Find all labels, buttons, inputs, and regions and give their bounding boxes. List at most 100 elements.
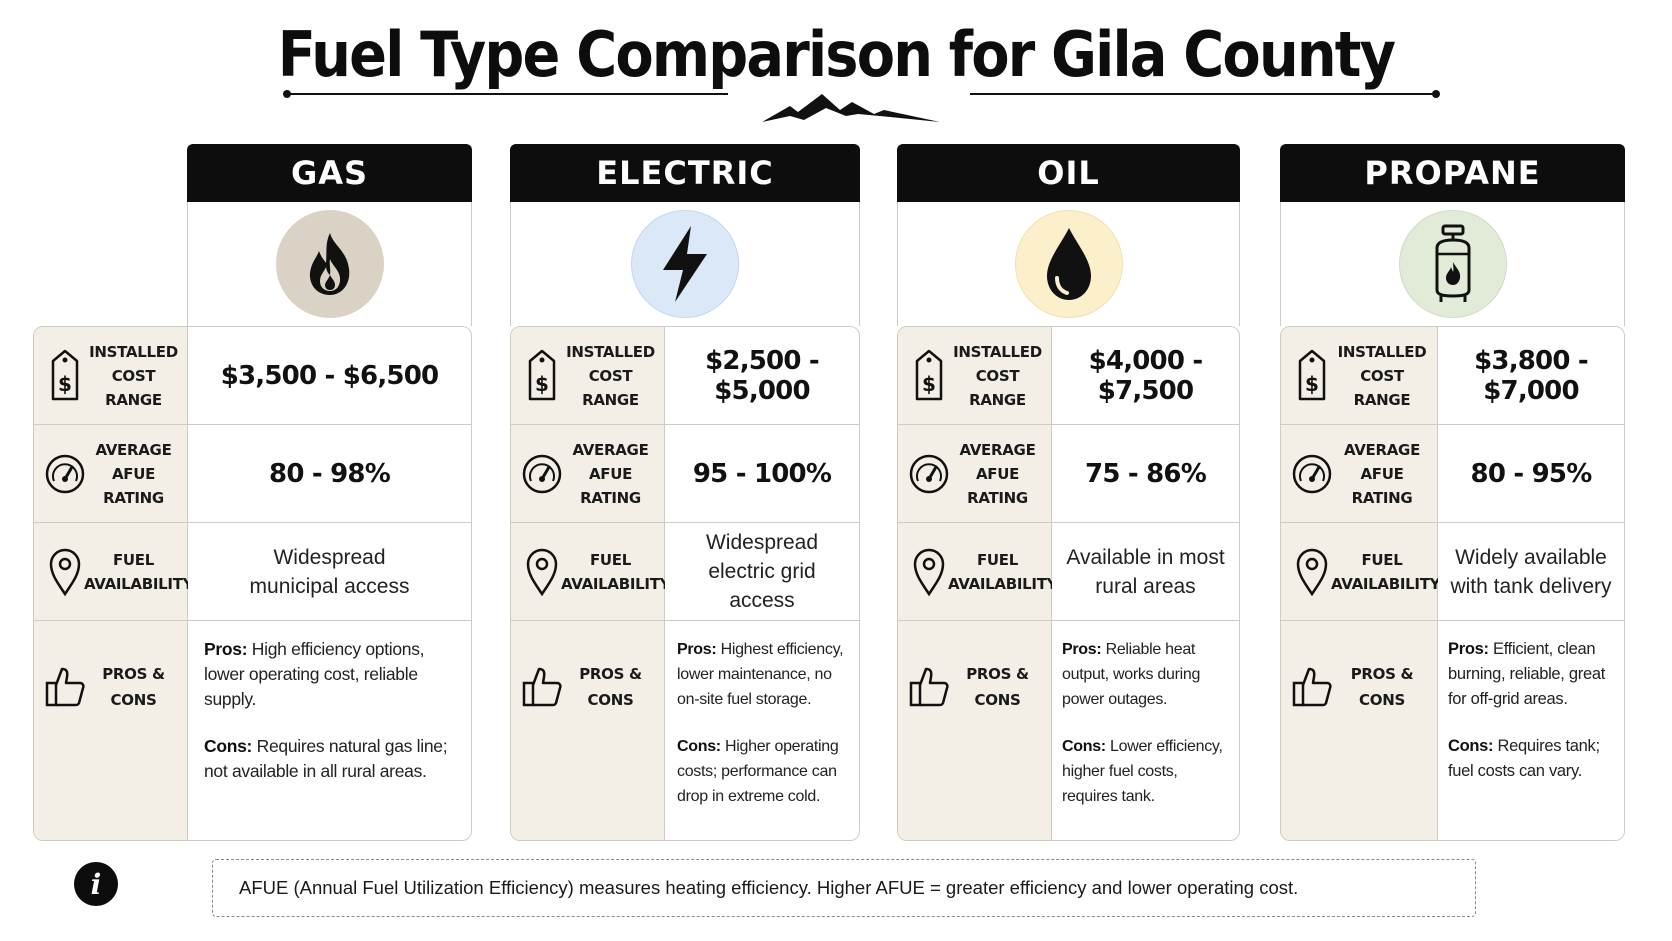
cost-label-line2: COST RANGE xyxy=(105,366,162,409)
afue-label-line2: AFUE RATING xyxy=(103,464,164,507)
map-pin-icon xyxy=(521,546,563,598)
availability-value: Available in most rural areas xyxy=(1052,523,1239,620)
afue-row: AVERAGE AFUE RATING 80 - 95% xyxy=(1281,425,1624,523)
info-icon: i xyxy=(74,862,118,906)
cost-row: $ INSTALLED COST RANGE $4,000 - $7,500 xyxy=(898,327,1239,425)
price-tag-icon: $ xyxy=(44,349,86,402)
afue-value: 80 - 98% xyxy=(188,425,471,522)
page-title: Fuel Type Comparison for Gila County xyxy=(277,18,1396,91)
availability-row: FUEL AVAILABILITY Widespread electric grid… xyxy=(511,523,859,621)
afue-value: 75 - 86% xyxy=(1052,425,1239,522)
card-table: $ INSTALLED COST RANGE $2,500 - $5,000 AV… xyxy=(510,326,860,841)
afue-label-line2: AFUE RATING xyxy=(967,464,1028,507)
pros-cons-row: PROS & CONS Pros: Reliable heat output, … xyxy=(898,621,1239,840)
afue-value: 95 - 100% xyxy=(665,425,859,522)
card-table: $ INSTALLED COST RANGE $4,000 - $7,500 AV… xyxy=(897,326,1240,841)
cost-value: $3,800 - $7,000 xyxy=(1438,327,1624,424)
pros-cons-row: PROS & CONS Pros: High efficiency option… xyxy=(34,621,471,840)
thumbs-up-icon xyxy=(1291,661,1333,713)
avail-label-line1: FUEL xyxy=(112,550,155,569)
card-table: $ INSTALLED COST RANGE $3,500 - $6,500 AV… xyxy=(33,326,472,841)
cost-value: $2,500 - $5,000 xyxy=(665,327,859,424)
gauge-icon xyxy=(521,448,563,500)
afue-row: AVERAGE AFUE RATING 95 - 100% xyxy=(511,425,859,523)
propane-tank-icon xyxy=(1398,210,1507,318)
afue-row: AVERAGE AFUE RATING 75 - 86% xyxy=(898,425,1239,523)
afue-label-line2: AFUE RATING xyxy=(580,464,641,507)
price-tag-icon: $ xyxy=(521,349,563,402)
card-title: PROPANE xyxy=(1280,144,1625,202)
pros-cons-label: PROS & CONS xyxy=(102,665,165,709)
cost-value: $4,000 - $7,500 xyxy=(1052,327,1239,424)
afue-footnote: AFUE (Annual Fuel Utilization Efficiency… xyxy=(212,859,1476,917)
map-pin-icon xyxy=(1291,546,1333,598)
availability-value: Widely available with tank delivery xyxy=(1438,523,1624,620)
svg-text:$: $ xyxy=(535,372,549,396)
afue-label-line2: AFUE RATING xyxy=(1351,464,1413,507)
card-propane: PROPANE $ INSTALLED COST RANGE $3,800 - $… xyxy=(1280,144,1625,841)
lightning-bolt-icon xyxy=(631,210,739,318)
pros-cons-label: PROS & CONS xyxy=(579,665,642,709)
avail-label-line1: FUEL xyxy=(1361,550,1403,569)
pros-cons-value: Pros: Efficient, clean burning, reliable… xyxy=(1438,621,1624,840)
afue-value: 80 - 95% xyxy=(1438,425,1624,522)
cost-value: $3,500 - $6,500 xyxy=(188,327,471,424)
cost-label-line2: COST RANGE xyxy=(582,366,639,409)
avail-label-line2: AVAILABILITY xyxy=(1331,574,1441,593)
avail-label-line1: FUEL xyxy=(976,550,1019,569)
pros-cons-label: PROS & CONS xyxy=(966,665,1029,709)
availability-value: Widespread municipal access xyxy=(188,523,471,620)
gauge-icon xyxy=(1291,448,1333,500)
cost-label-line1: INSTALLED xyxy=(953,342,1042,361)
oil-drop-icon xyxy=(1014,210,1123,318)
thumbs-up-icon xyxy=(44,661,86,713)
cost-label-line1: INSTALLED xyxy=(89,342,178,361)
cost-label-line2: COST RANGE xyxy=(969,366,1026,409)
availability-row: FUEL AVAILABILITY Widely available with ta… xyxy=(1281,523,1624,621)
cost-label-line2: COST RANGE xyxy=(1353,366,1411,409)
price-tag-icon: $ xyxy=(1291,349,1333,402)
avail-label-line2: AVAILABILITY xyxy=(948,574,1058,593)
afue-label-line1: AVERAGE xyxy=(1343,440,1421,459)
avail-label-line1: FUEL xyxy=(589,550,632,569)
pros-cons-value: Pros: Highest efficiency, lower maintena… xyxy=(665,621,859,840)
pros-cons-row: PROS & CONS Pros: Efficient, clean burni… xyxy=(1281,621,1624,840)
cost-label-line1: INSTALLED xyxy=(1337,342,1427,361)
cost-row: $ INSTALLED COST RANGE $3,500 - $6,500 xyxy=(34,327,471,425)
pros-cons-value: Pros: Reliable heat output, works during… xyxy=(1052,621,1239,840)
card-title: OIL xyxy=(897,144,1240,202)
gauge-icon xyxy=(908,448,950,500)
card-title: GAS xyxy=(187,144,472,202)
svg-text:$: $ xyxy=(922,372,936,396)
cost-row: $ INSTALLED COST RANGE $2,500 - $5,000 xyxy=(511,327,859,425)
afue-row: AVERAGE AFUE RATING 80 - 98% xyxy=(34,425,471,523)
pros-cons-label: PROS & CONS xyxy=(1350,665,1414,709)
svg-text:$: $ xyxy=(1305,372,1319,396)
pros-cons-row: PROS & CONS Pros: Highest efficiency, lo… xyxy=(511,621,859,840)
map-pin-icon xyxy=(908,546,950,598)
afue-label-line1: AVERAGE xyxy=(572,440,649,459)
afue-label-line1: AVERAGE xyxy=(95,440,172,459)
cost-row: $ INSTALLED COST RANGE $3,800 - $7,000 xyxy=(1281,327,1624,425)
availability-row: FUEL AVAILABILITY Available in most rural … xyxy=(898,523,1239,621)
avail-label-line2: AVAILABILITY xyxy=(561,574,671,593)
thumbs-up-icon xyxy=(908,661,950,713)
pros-cons-value: Pros: High efficiency options, lower ope… xyxy=(188,621,471,840)
thumbs-up-icon xyxy=(521,661,563,713)
card-gas: GAS $ INSTALLED COST RANGE $3,500 - $6,50… xyxy=(33,144,472,841)
card-table: $ INSTALLED COST RANGE $3,800 - $7,000 AV… xyxy=(1280,326,1625,841)
gauge-icon xyxy=(44,448,86,500)
avail-label-line2: AVAILABILITY xyxy=(84,574,194,593)
flame-icon xyxy=(275,210,384,318)
afue-label-line1: AVERAGE xyxy=(959,440,1036,459)
availability-row: FUEL AVAILABILITY Widespread municipal acc… xyxy=(34,523,471,621)
card-oil: OIL $ INSTALLED COST RANGE $4,000 - $7,50… xyxy=(897,144,1240,841)
title-divider-mountains xyxy=(283,90,1440,122)
map-pin-icon xyxy=(44,546,86,598)
price-tag-icon: $ xyxy=(908,349,950,402)
availability-value: Widespread electric grid access xyxy=(665,523,859,620)
cost-label-line1: INSTALLED xyxy=(566,342,655,361)
card-electric: ELECTRIC $ INSTALLED COST RANGE $2,500 - … xyxy=(510,144,860,841)
svg-text:$: $ xyxy=(58,372,72,396)
card-title: ELECTRIC xyxy=(510,144,860,202)
